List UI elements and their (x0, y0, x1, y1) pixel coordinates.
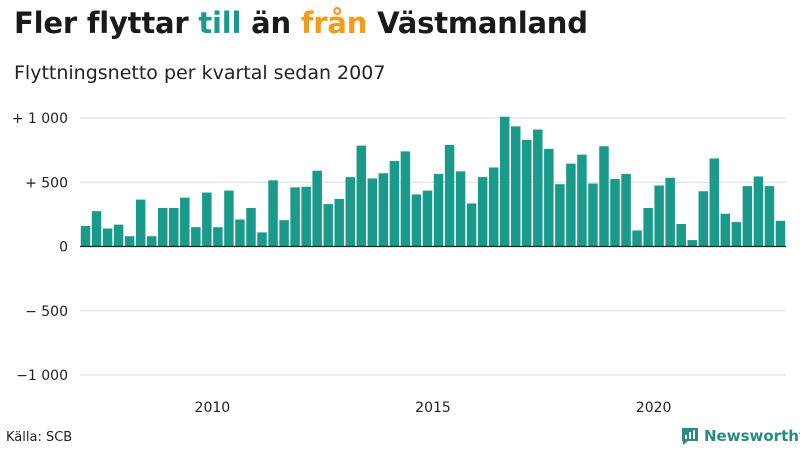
bar (389, 161, 400, 247)
bar (202, 192, 212, 247)
bar (731, 222, 742, 247)
bar (135, 199, 146, 247)
bar (422, 190, 433, 247)
bar (235, 219, 245, 247)
x-tick-label: 2020 (636, 400, 672, 416)
bar (522, 139, 532, 247)
title-part-3: Västmanland (367, 6, 588, 40)
bar (610, 179, 620, 247)
title-word-to: till (198, 6, 242, 40)
bar (621, 173, 631, 247)
bar (499, 116, 510, 247)
chart-subtitle: Flyttningsnetto per kvartal sedan 2007 (14, 62, 386, 84)
bar (356, 145, 367, 247)
bar (544, 148, 554, 247)
bar (345, 177, 356, 247)
bar (444, 144, 455, 247)
bar (753, 176, 764, 247)
bar (466, 203, 477, 247)
bar (213, 227, 223, 247)
bar (510, 126, 521, 247)
bar (411, 194, 422, 247)
source-note: Källa: SCB (6, 430, 73, 445)
bar (113, 224, 124, 247)
bar (157, 207, 168, 247)
y-tick-label: + 1 000 (12, 111, 68, 127)
bar (654, 185, 664, 247)
title-part-1: Fler flyttar (14, 6, 199, 40)
bar (477, 177, 488, 247)
bar (555, 184, 565, 247)
bar (599, 146, 609, 247)
bar (400, 151, 411, 247)
bar (367, 178, 378, 247)
bar (588, 183, 598, 247)
brand-logo: Newsworthy (680, 426, 800, 446)
bar (742, 186, 753, 247)
chart-title: Fler flyttar till än från Västmanland (14, 6, 588, 40)
bar (334, 198, 344, 247)
bar (290, 187, 300, 247)
title-part-2: än (241, 6, 301, 40)
newsworthy-chart-icon (682, 428, 698, 445)
bar (720, 213, 731, 247)
bar (775, 220, 786, 247)
y-tick-label: −1 000 (16, 368, 68, 384)
bar (709, 158, 720, 247)
y-tick-label: − 500 (25, 304, 68, 320)
bar (665, 177, 675, 247)
bar (102, 228, 113, 247)
bar (91, 211, 102, 247)
y-tick-label: 0 (59, 240, 68, 256)
bar (676, 224, 686, 247)
bar (279, 220, 289, 247)
bar (257, 232, 267, 247)
bar (632, 230, 642, 247)
bar (455, 171, 466, 247)
brand-name: Newsworthy (704, 427, 800, 445)
bar (566, 163, 576, 247)
bar (191, 227, 201, 247)
bar (180, 197, 190, 247)
bar (533, 129, 543, 247)
bar (433, 173, 444, 247)
bar (488, 167, 499, 247)
bar (698, 191, 709, 247)
bar (268, 180, 278, 247)
bar (80, 225, 91, 247)
bar (301, 186, 311, 247)
bar (764, 186, 775, 247)
bar (378, 173, 389, 247)
x-tick-label: 2010 (195, 400, 231, 416)
bar (312, 170, 322, 247)
y-tick-label: + 500 (25, 175, 68, 191)
bar (246, 207, 256, 247)
bar (146, 236, 157, 247)
bar (224, 190, 234, 247)
bar (124, 236, 135, 247)
bar (323, 204, 333, 247)
x-tick-label: 2015 (415, 400, 451, 416)
bar (643, 207, 653, 247)
bar (169, 207, 179, 247)
bar (577, 154, 587, 247)
bar (687, 240, 697, 247)
title-word-from: från (300, 6, 368, 40)
